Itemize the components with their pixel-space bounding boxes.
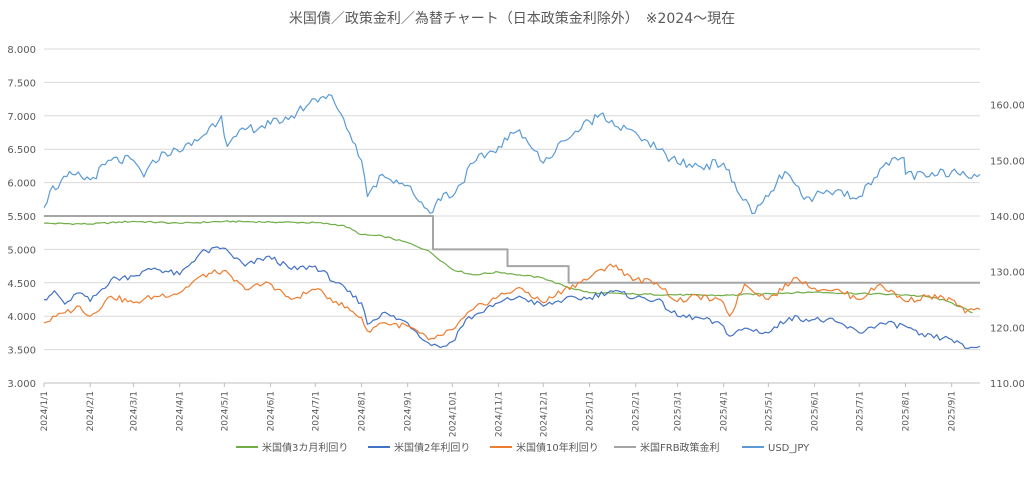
legend: 米国債3カ月利回り 米国債2年利回り 米国債10年利回り 米国FRB政策金利 USD_J… [236,441,810,454]
y-right-tick-label: 140.00 [990,212,1024,223]
legend-label: 米国債3カ月利回り [262,441,348,454]
x-tick-label: 2024/7/1 [311,391,321,431]
legend-label: USD_JPY [768,443,810,454]
x-tick-label: 2024/10/1 [448,391,458,437]
y-left-tick-label: 5.000 [7,245,36,256]
y-right-tick-label: 110.00 [990,379,1024,390]
x-tick-label: 2025/3/1 [673,391,683,431]
legend-label: 米国FRB政策金利 [640,441,720,454]
axes: 3.000 3.500 4.000 4.500 5.000 5.500 6.000 6.500… [7,45,1024,437]
y-right-tick-label: 150.00 [990,156,1024,167]
y-left-tick-label: 8.000 [7,45,36,56]
chart-title: 米国債／政策金利／為替チャート（日本政策金利除外） ※2024～現在 [289,10,735,27]
x-tick-label: 2025/4/1 [720,391,730,431]
x-tick-label: 2024/3/1 [129,391,139,431]
series-frb-rate-line [44,215,980,284]
y-left-tick-label: 7.500 [7,78,36,89]
x-tick-label: 2025/2/1 [632,391,642,431]
x-tick-label: 2024/8/1 [357,391,367,431]
x-tick-label: 2024/1/1 [40,391,50,431]
series-10y-yield-line [43,263,981,341]
series-2y-yield-line [43,246,981,349]
legend-label: 米国債2年利回り [394,441,470,454]
y-left-tick-label: 6.500 [7,145,36,156]
y-left-tick-label: 6.000 [7,179,36,190]
x-tick-label: 2025/6/1 [811,391,821,431]
x-tick-label: 2025/9/1 [948,391,958,431]
y-left-tick-label: 7.000 [7,112,36,123]
y-left-tick-label: 3.000 [7,379,36,390]
x-tick-label: 2025/5/1 [764,391,774,431]
y-right-tick-label: 130.00 [990,268,1024,279]
series-usd-jpy-line [43,94,981,215]
y-left-tick-label: 3.500 [7,346,36,357]
y-right-tick-label: 120.00 [990,323,1024,334]
x-tick-label: 2025/7/1 [855,391,865,431]
x-tick-label: 2024/5/1 [220,391,230,431]
x-tick-label: 2024/4/1 [176,391,186,431]
y-left-tick-label: 5.500 [7,212,36,223]
x-tick-label: 2024/11/1 [495,391,505,437]
x-tick-label: 2024/2/1 [86,391,96,431]
y-right-tick-label: 160.00 [990,101,1024,112]
series-3m-yield-line [43,220,973,314]
x-tick-label: 2024/9/1 [404,391,414,431]
x-tick-label: 2024/12/1 [539,391,549,437]
legend-label: 米国債10年利回り [516,441,599,454]
x-tick-label: 2025/8/1 [901,391,911,431]
y-left-tick-label: 4.000 [7,312,36,323]
y-left-tick-label: 4.500 [7,279,36,290]
x-tick-label: 2024/6/1 [267,391,277,431]
x-tick-label: 2025/1/1 [586,391,596,431]
series-layer [43,94,981,349]
